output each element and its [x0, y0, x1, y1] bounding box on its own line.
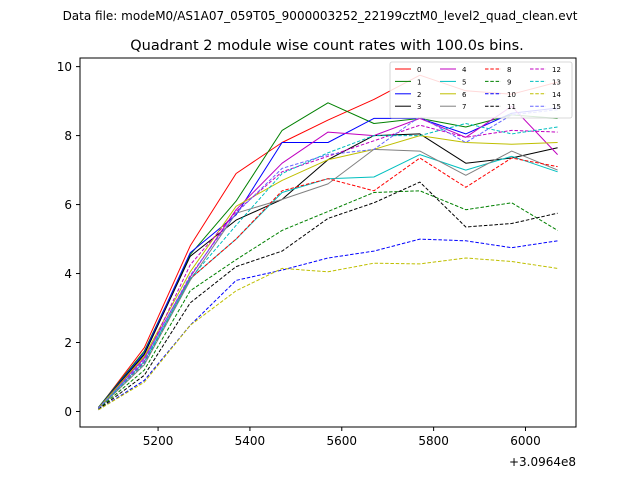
x-axis: 5200 5400 5600 5800 6000 — [143, 427, 541, 448]
series-line-14 — [98, 257, 558, 411]
series-line-7 — [98, 148, 558, 410]
legend-label-4: 4 — [462, 66, 467, 74]
x-tick-label: 5800 — [418, 434, 449, 448]
series-line-12 — [98, 124, 558, 409]
legend-label-11: 11 — [507, 103, 516, 111]
y-tick-label: 10 — [57, 60, 72, 74]
series-line-6 — [98, 135, 558, 409]
y-tick-label: 4 — [64, 267, 72, 281]
legend-label-0: 0 — [417, 66, 421, 74]
legend-label-9: 9 — [507, 78, 511, 86]
legend-label-10: 10 — [507, 91, 516, 99]
legend-label-14: 14 — [552, 91, 561, 99]
series-line-15 — [98, 109, 558, 409]
series-line-13 — [98, 123, 558, 409]
legend-label-5: 5 — [462, 78, 466, 86]
y-tick-label: 6 — [64, 198, 72, 212]
legend-label-6: 6 — [462, 91, 467, 99]
y-axis: 0 2 4 6 8 10 — [57, 60, 80, 419]
legend-label-2: 2 — [417, 91, 421, 99]
figure-suptitle: Data file: modeM0/AS1A07_059T05_90000032… — [63, 9, 578, 23]
x-tick-label: 5400 — [235, 434, 266, 448]
legend-label-13: 13 — [552, 78, 561, 86]
y-tick-label: 0 — [64, 405, 72, 419]
x-offset-label: +3.0964e8 — [509, 455, 576, 469]
x-tick-label: 5200 — [143, 434, 174, 448]
legend-label-7: 7 — [462, 103, 466, 111]
legend-label-15: 15 — [552, 103, 561, 111]
chart-title: Quadrant 2 module wise count rates with … — [130, 38, 524, 54]
x-tick-label: 6000 — [510, 434, 541, 448]
legend-frame — [389, 61, 573, 119]
plot-area — [79, 57, 577, 428]
legend-label-12: 12 — [552, 66, 561, 74]
y-tick-label: 8 — [64, 129, 72, 143]
axes-frame — [79, 57, 577, 428]
legend-label-8: 8 — [507, 66, 511, 74]
series-layer — [98, 74, 558, 411]
legend-label-1: 1 — [417, 78, 421, 86]
legend-label-3: 3 — [417, 103, 421, 111]
y-tick-label: 2 — [64, 336, 72, 350]
x-tick-label: 5600 — [327, 434, 358, 448]
series-line-11 — [98, 181, 558, 410]
series-line-9 — [98, 190, 558, 410]
